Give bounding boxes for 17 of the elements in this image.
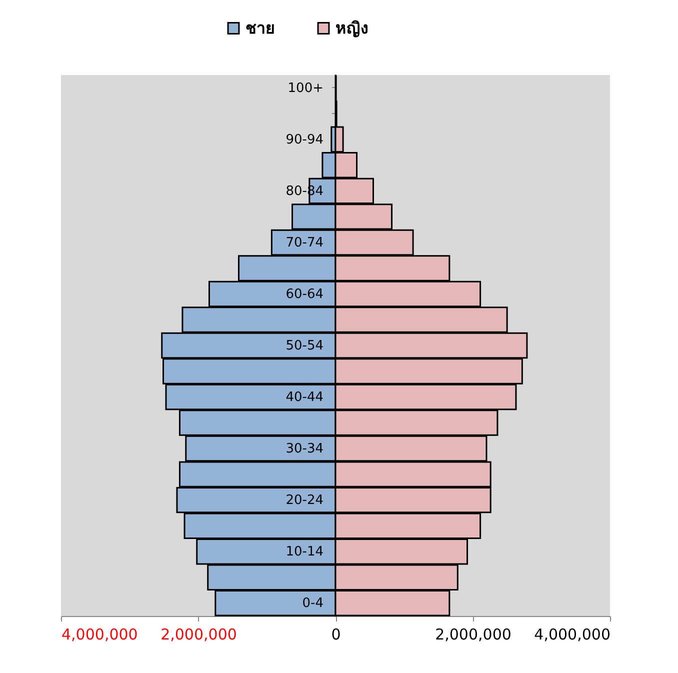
x-tick-label: 4,000,000 xyxy=(534,626,610,644)
y-tick-label: 90-94 xyxy=(286,132,324,148)
x-tick-label: 2,000,000 xyxy=(435,626,512,644)
y-tick-label: 100+ xyxy=(288,80,324,96)
y-tick-label: 10-14 xyxy=(286,544,324,560)
y-tick-label: 60-64 xyxy=(286,286,324,302)
y-tick-label: 30-34 xyxy=(286,442,324,457)
y-tick-label: 40-44 xyxy=(286,390,324,406)
legend-label: ชาย xyxy=(246,18,274,38)
x-tick-label: 2,000,000 xyxy=(160,626,237,644)
x-tick-label: 4,000,000 xyxy=(62,626,138,644)
y-tick-label: 0-4 xyxy=(302,596,324,612)
x-tick-label: 0 xyxy=(331,626,341,644)
legend-label: หญิง xyxy=(336,18,368,38)
y-tick-label: 50-54 xyxy=(286,338,324,354)
y-tick-label: 20-24 xyxy=(286,493,324,508)
y-tick-label: 70-74 xyxy=(286,235,324,250)
